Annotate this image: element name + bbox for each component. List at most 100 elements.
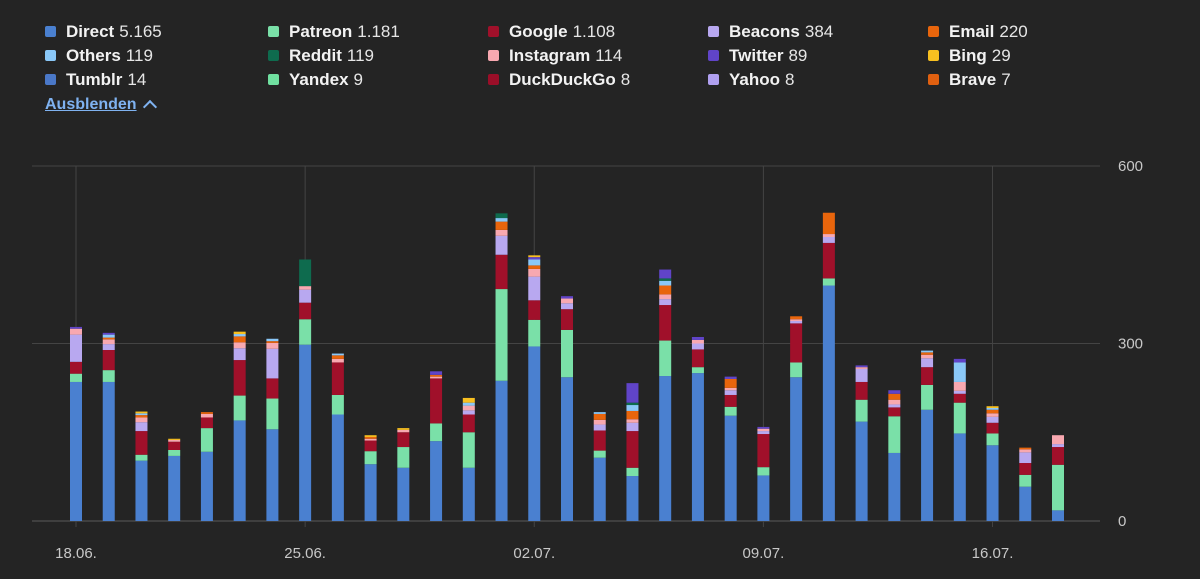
bar-segment-beacons[interactable] bbox=[528, 276, 541, 301]
bar-segment-beacons[interactable] bbox=[691, 343, 704, 350]
bar-segment-google[interactable] bbox=[724, 394, 737, 407]
bar-segment-direct[interactable] bbox=[462, 467, 475, 521]
bar-segment-beacons[interactable] bbox=[659, 299, 672, 306]
legend-item-twitter[interactable]: Twitter 89 bbox=[708, 44, 807, 68]
bar-segment-google[interactable] bbox=[921, 367, 934, 385]
bar-segment-email[interactable] bbox=[659, 285, 672, 295]
bar-segment-others[interactable] bbox=[462, 402, 475, 406]
bar-segment-email[interactable] bbox=[266, 341, 279, 343]
bar-stack[interactable] bbox=[233, 331, 246, 521]
bar-segment-direct[interactable] bbox=[1052, 510, 1064, 521]
bar-segment-google[interactable] bbox=[593, 430, 606, 451]
bar-segment-direct[interactable] bbox=[626, 476, 639, 521]
bar-stack[interactable] bbox=[953, 358, 966, 521]
bar-segment-instagram[interactable] bbox=[331, 358, 344, 363]
bar-segment-others[interactable] bbox=[266, 338, 279, 342]
bar-segment-twitter[interactable] bbox=[953, 358, 966, 363]
bar-segment-others[interactable] bbox=[659, 280, 672, 286]
bar-stack[interactable] bbox=[626, 383, 639, 521]
bar-segment-email[interactable] bbox=[626, 410, 639, 420]
bar-segment-google[interactable] bbox=[70, 361, 82, 374]
bar-segment-instagram[interactable] bbox=[822, 234, 835, 237]
bar-segment-google[interactable] bbox=[495, 254, 508, 290]
bar-segment-beacons[interactable] bbox=[724, 390, 737, 395]
bar-segment-direct[interactable] bbox=[397, 467, 410, 521]
bar-segment-patreon[interactable] bbox=[430, 423, 443, 442]
bar-segment-google[interactable] bbox=[953, 393, 966, 403]
bar-segment-instagram[interactable] bbox=[659, 294, 672, 300]
bar-segment-direct[interactable] bbox=[691, 373, 704, 521]
bar-segment-google[interactable] bbox=[331, 362, 344, 395]
bar-segment-direct[interactable] bbox=[659, 376, 672, 521]
bar-segment-bing[interactable] bbox=[364, 435, 377, 437]
bar-segment-direct[interactable] bbox=[921, 409, 934, 521]
legend-item-others[interactable]: Others 119 bbox=[45, 44, 153, 68]
bar-segment-beacons[interactable] bbox=[135, 422, 148, 432]
bar-segment-others[interactable] bbox=[626, 405, 639, 411]
legend-item-patreon[interactable]: Patreon 1.181 bbox=[268, 20, 400, 44]
bar-segment-bing[interactable] bbox=[528, 255, 541, 258]
bar-segment-patreon[interactable] bbox=[659, 340, 672, 377]
bar-segment-beacons[interactable] bbox=[266, 348, 279, 379]
bar-segment-patreon[interactable] bbox=[135, 454, 148, 461]
bar-segment-patreon[interactable] bbox=[168, 450, 181, 456]
bar-segment-direct[interactable] bbox=[168, 455, 181, 521]
bar-segment-direct[interactable] bbox=[757, 475, 770, 521]
bar-stack[interactable] bbox=[299, 259, 312, 521]
bar-segment-patreon[interactable] bbox=[724, 406, 737, 416]
bar-segment-patreon[interactable] bbox=[757, 467, 770, 476]
bar-segment-patreon[interactable] bbox=[462, 432, 475, 468]
bar-segment-direct[interactable] bbox=[495, 380, 508, 521]
bar-segment-twitter[interactable] bbox=[855, 365, 868, 368]
bar-segment-others[interactable] bbox=[921, 350, 934, 353]
bar-segment-google[interactable] bbox=[691, 349, 704, 368]
bar-segment-google[interactable] bbox=[1052, 447, 1064, 465]
bar-segment-google[interactable] bbox=[430, 378, 443, 424]
bar-stack[interactable] bbox=[593, 412, 606, 521]
bar-segment-beacons[interactable] bbox=[1052, 444, 1064, 448]
bar-segment-bing[interactable] bbox=[397, 428, 410, 430]
bar-segment-email[interactable] bbox=[921, 352, 934, 355]
bar-segment-patreon[interactable] bbox=[986, 433, 999, 446]
bar-segment-beacons[interactable] bbox=[855, 368, 868, 382]
legend-item-bing[interactable]: Bing 29 bbox=[928, 44, 1011, 68]
bar-segment-instagram[interactable] bbox=[790, 319, 803, 322]
bar-stack[interactable] bbox=[1052, 435, 1064, 521]
bar-segment-patreon[interactable] bbox=[593, 450, 606, 458]
bar-segment-direct[interactable] bbox=[528, 346, 541, 521]
bar-segment-direct[interactable] bbox=[953, 433, 966, 521]
bar-segment-email[interactable] bbox=[102, 337, 115, 340]
bar-segment-direct[interactable] bbox=[364, 464, 377, 521]
bar-segment-email[interactable] bbox=[822, 212, 835, 235]
bar-segment-patreon[interactable] bbox=[888, 416, 901, 453]
bar-stack[interactable] bbox=[331, 353, 344, 521]
bar-segment-google[interactable] bbox=[888, 407, 901, 417]
legend-item-email[interactable]: Email 220 bbox=[928, 20, 1028, 44]
bar-segment-direct[interactable] bbox=[299, 344, 312, 521]
bar-segment-patreon[interactable] bbox=[855, 399, 868, 422]
bar-segment-patreon[interactable] bbox=[921, 384, 934, 410]
bar-segment-patreon[interactable] bbox=[364, 451, 377, 465]
bar-stack[interactable] bbox=[102, 332, 115, 521]
bar-segment-google[interactable] bbox=[135, 431, 148, 455]
bar-stack[interactable] bbox=[70, 326, 82, 521]
bar-segment-reddit[interactable] bbox=[659, 278, 672, 281]
legend-item-instagram[interactable]: Instagram 114 bbox=[488, 44, 622, 68]
bar-stack[interactable] bbox=[1019, 447, 1032, 521]
bar-segment-direct[interactable] bbox=[135, 460, 148, 521]
bar-segment-direct[interactable] bbox=[102, 381, 115, 521]
bar-segment-others[interactable] bbox=[986, 407, 999, 410]
legend-item-brave[interactable]: Brave 7 bbox=[928, 68, 1011, 92]
bar-segment-beacons[interactable] bbox=[462, 410, 475, 415]
bar-segment-direct[interactable] bbox=[790, 377, 803, 521]
bar-segment-twitter[interactable] bbox=[691, 336, 704, 340]
bar-segment-instagram[interactable] bbox=[757, 428, 770, 432]
bar-segment-beacons[interactable] bbox=[299, 289, 312, 303]
legend-item-duckduckgo[interactable]: DuckDuckGo 8 bbox=[488, 68, 630, 92]
bar-segment-twitter[interactable] bbox=[430, 371, 443, 375]
bar-segment-patreon[interactable] bbox=[200, 428, 213, 452]
bar-segment-beacons[interactable] bbox=[888, 404, 901, 408]
bar-segment-google[interactable] bbox=[626, 431, 639, 468]
bar-segment-beacons[interactable] bbox=[953, 390, 966, 394]
bar-stack[interactable] bbox=[659, 269, 672, 521]
